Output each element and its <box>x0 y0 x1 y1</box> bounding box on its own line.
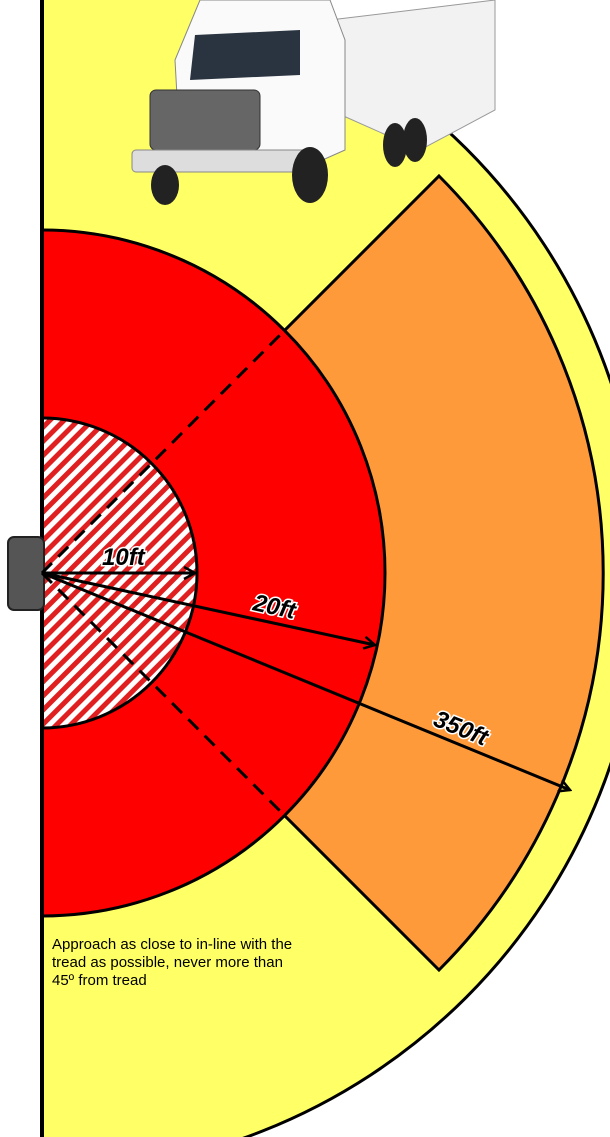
note-line: 45º from tread <box>52 972 147 989</box>
dashed-line <box>40 328 287 575</box>
red-zone <box>42 228 387 918</box>
distance-label: 10ft <box>102 544 146 571</box>
arrow <box>41 571 570 790</box>
arrow <box>41 571 375 645</box>
dashed-line <box>40 571 287 818</box>
tread-block <box>7 536 45 611</box>
truck <box>131 0 496 205</box>
note-line: tread as possible, never more than <box>52 954 283 971</box>
note-line: Approach as close to in-line with the <box>52 936 292 953</box>
